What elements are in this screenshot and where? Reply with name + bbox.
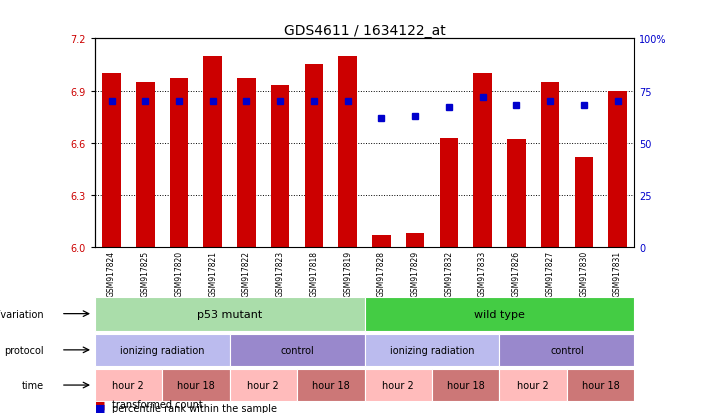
Bar (608, 91, 627, 248)
Bar (95, 369, 162, 401)
Bar (136, 83, 154, 248)
Bar (365, 369, 432, 401)
Text: transformed count: transformed count (112, 399, 203, 409)
Text: ionizing radiation: ionizing radiation (120, 345, 205, 355)
Bar (170, 79, 189, 248)
Text: hour 18: hour 18 (312, 380, 350, 390)
Text: hour 2: hour 2 (517, 380, 549, 390)
Text: genotype/variation: genotype/variation (0, 309, 44, 319)
Text: control: control (280, 345, 314, 355)
Text: ■: ■ (95, 399, 105, 409)
Text: percentile rank within the sample: percentile rank within the sample (112, 403, 277, 413)
Text: hour 2: hour 2 (247, 380, 279, 390)
Text: time: time (22, 380, 44, 390)
Text: ionizing radiation: ionizing radiation (390, 345, 475, 355)
Text: hour 18: hour 18 (582, 380, 620, 390)
Bar (102, 74, 121, 248)
Bar (237, 79, 256, 248)
Bar (499, 369, 567, 401)
Bar (162, 369, 230, 401)
Bar (95, 334, 230, 366)
Title: GDS4611 / 1634122_at: GDS4611 / 1634122_at (284, 24, 445, 38)
Text: hour 2: hour 2 (382, 380, 414, 390)
Bar (271, 86, 290, 248)
Bar (575, 157, 593, 248)
Bar (230, 334, 365, 366)
Bar (499, 334, 634, 366)
Text: hour 18: hour 18 (447, 380, 484, 390)
Text: control: control (550, 345, 584, 355)
Bar (305, 65, 323, 248)
Bar (297, 369, 365, 401)
Bar (230, 369, 297, 401)
Bar (339, 57, 357, 248)
Bar (473, 74, 492, 248)
Bar (95, 297, 365, 331)
Text: protocol: protocol (4, 345, 44, 355)
Text: hour 18: hour 18 (177, 380, 215, 390)
Bar (432, 369, 499, 401)
Text: ■: ■ (95, 403, 105, 413)
Bar (365, 297, 634, 331)
Bar (567, 369, 634, 401)
Bar (372, 236, 390, 248)
Bar (540, 83, 559, 248)
Bar (440, 138, 458, 248)
Bar (507, 140, 526, 248)
Text: wild type: wild type (474, 309, 525, 319)
Text: hour 2: hour 2 (112, 380, 144, 390)
Bar (203, 57, 222, 248)
Bar (365, 334, 499, 366)
Text: p53 mutant: p53 mutant (197, 309, 262, 319)
Bar (406, 234, 424, 248)
